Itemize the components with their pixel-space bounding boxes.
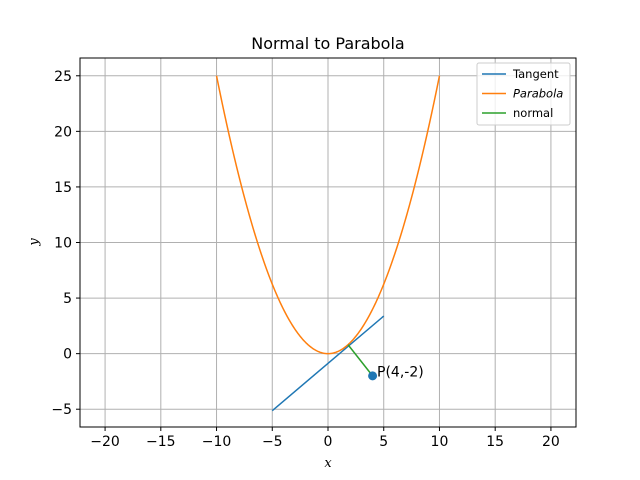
legend-label: Tangent <box>512 67 559 81</box>
legend: Tangent Parabola normal <box>476 62 571 126</box>
grid <box>80 58 576 427</box>
point-annotation: P(4,-2) <box>377 364 424 380</box>
y-tick-label: 0 <box>63 347 72 363</box>
plot-area <box>215 75 441 412</box>
y-tick-label: 15 <box>54 180 72 196</box>
x-tick-label: −5 <box>262 434 283 450</box>
series-tangent-line <box>271 315 385 412</box>
x-tick-label: 10 <box>431 434 449 450</box>
x-tick-label: −15 <box>146 434 176 450</box>
chart-title: Normal to Parabola <box>251 34 404 53</box>
x-tick-label: −20 <box>90 434 120 450</box>
legend-label: Parabola <box>513 87 563 101</box>
x-tick-label: 0 <box>324 434 333 450</box>
y-tick-label: −5 <box>51 402 72 418</box>
series-normal-line <box>347 344 374 377</box>
x-tick-label: 20 <box>542 434 560 450</box>
legend-box <box>476 62 571 126</box>
x-axis: −20 −15 −10 −5 0 5 10 15 20 <box>90 427 560 450</box>
y-tick-label: 25 <box>54 69 72 85</box>
x-tick-label: 15 <box>486 434 504 450</box>
series-parabola-line <box>215 75 441 355</box>
x-tick-label: −10 <box>202 434 232 450</box>
x-axis-label: x <box>324 456 332 471</box>
x-tick-label: 5 <box>379 434 388 450</box>
legend-label: normal <box>513 106 553 120</box>
point-p <box>368 371 378 381</box>
y-tick-label: 20 <box>54 124 72 140</box>
y-axis-label: y <box>27 238 42 247</box>
y-tick-label: 10 <box>54 236 72 252</box>
y-tick-label: 5 <box>63 291 72 307</box>
y-axis: −5 0 5 10 15 20 25 <box>51 69 80 418</box>
